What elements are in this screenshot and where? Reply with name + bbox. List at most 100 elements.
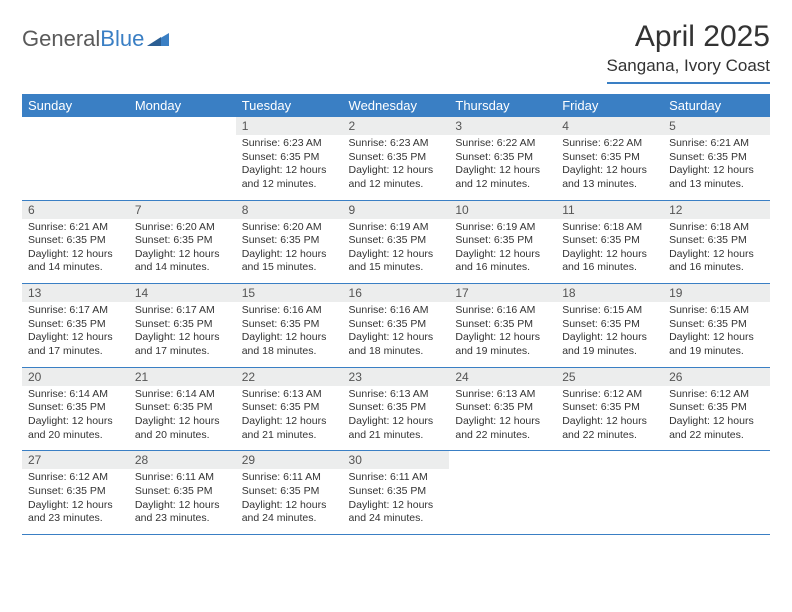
sunset-text: Sunset: 6:35 PM [135,318,230,332]
calendar-week: ..........1Sunrise: 6:23 AMSunset: 6:35 … [22,117,770,200]
day-number: 27 [22,451,129,469]
calendar-cell: 13Sunrise: 6:17 AMSunset: 6:35 PMDayligh… [22,284,129,368]
calendar-cell: 16Sunrise: 6:16 AMSunset: 6:35 PMDayligh… [343,284,450,368]
sunrise-text: Sunrise: 6:13 AM [455,388,550,402]
day-details: Sunrise: 6:13 AMSunset: 6:35 PMDaylight:… [449,386,556,451]
day-number: 20 [22,368,129,386]
day-number: 8 [236,201,343,219]
sunrise-text: Sunrise: 6:12 AM [669,388,764,402]
sunset-text: Sunset: 6:35 PM [349,401,444,415]
brand-triangle-icon [147,26,169,52]
sunrise-text: Sunrise: 6:14 AM [135,388,230,402]
sunrise-text: Sunrise: 6:11 AM [242,471,337,485]
day-number: 16 [343,284,450,302]
daylight-text: Daylight: 12 hours and 23 minutes. [135,499,230,526]
weekday-header: Thursday [449,94,556,117]
brand-part1: General [22,26,100,52]
weekday-row: SundayMondayTuesdayWednesdayThursdayFrid… [22,94,770,117]
calendar-week: 20Sunrise: 6:14 AMSunset: 6:35 PMDayligh… [22,367,770,451]
calendar-cell: 26Sunrise: 6:12 AMSunset: 6:35 PMDayligh… [663,367,770,451]
day-details: Sunrise: 6:11 AMSunset: 6:35 PMDaylight:… [236,469,343,534]
calendar-cell: ..... [663,451,770,535]
daylight-text: Daylight: 12 hours and 18 minutes. [242,331,337,358]
sunset-text: Sunset: 6:35 PM [455,234,550,248]
day-details: Sunrise: 6:21 AMSunset: 6:35 PMDaylight:… [663,135,770,200]
sunrise-text: Sunrise: 6:11 AM [135,471,230,485]
calendar-cell: 12Sunrise: 6:18 AMSunset: 6:35 PMDayligh… [663,200,770,284]
calendar-cell: 1Sunrise: 6:23 AMSunset: 6:35 PMDaylight… [236,117,343,200]
day-number: 30 [343,451,450,469]
sunset-text: Sunset: 6:35 PM [349,485,444,499]
sunrise-text: Sunrise: 6:21 AM [28,221,123,235]
daylight-text: Daylight: 12 hours and 18 minutes. [349,331,444,358]
sunset-text: Sunset: 6:35 PM [28,318,123,332]
title-underline [607,82,770,84]
day-number: 1 [236,117,343,135]
sunrise-text: Sunrise: 6:15 AM [562,304,657,318]
day-details: Sunrise: 6:14 AMSunset: 6:35 PMDaylight:… [129,386,236,451]
calendar-cell: 30Sunrise: 6:11 AMSunset: 6:35 PMDayligh… [343,451,450,535]
day-details: Sunrise: 6:11 AMSunset: 6:35 PMDaylight:… [129,469,236,534]
calendar-cell: 25Sunrise: 6:12 AMSunset: 6:35 PMDayligh… [556,367,663,451]
brand-part2: Blue [100,26,144,52]
weekday-header: Wednesday [343,94,450,117]
sunset-text: Sunset: 6:35 PM [349,151,444,165]
sunset-text: Sunset: 6:35 PM [562,401,657,415]
calendar-cell: 2Sunrise: 6:23 AMSunset: 6:35 PMDaylight… [343,117,450,200]
calendar-head: SundayMondayTuesdayWednesdayThursdayFrid… [22,94,770,117]
day-details: Sunrise: 6:15 AMSunset: 6:35 PMDaylight:… [663,302,770,367]
sunset-text: Sunset: 6:35 PM [242,485,337,499]
sunset-text: Sunset: 6:35 PM [562,234,657,248]
day-details: Sunrise: 6:19 AMSunset: 6:35 PMDaylight:… [449,219,556,284]
title-block: April 2025 Sangana, Ivory Coast [607,20,770,84]
sunset-text: Sunset: 6:35 PM [669,151,764,165]
sunrise-text: Sunrise: 6:22 AM [455,137,550,151]
daylight-text: Daylight: 12 hours and 23 minutes. [28,499,123,526]
daylight-text: Daylight: 12 hours and 13 minutes. [669,164,764,191]
sunset-text: Sunset: 6:35 PM [349,234,444,248]
weekday-header: Monday [129,94,236,117]
sunrise-text: Sunrise: 6:19 AM [349,221,444,235]
daylight-text: Daylight: 12 hours and 21 minutes. [349,415,444,442]
day-number: 7 [129,201,236,219]
weekday-header: Friday [556,94,663,117]
day-number: 4 [556,117,663,135]
sunset-text: Sunset: 6:35 PM [28,401,123,415]
day-details: Sunrise: 6:23 AMSunset: 6:35 PMDaylight:… [343,135,450,200]
calendar-cell: 11Sunrise: 6:18 AMSunset: 6:35 PMDayligh… [556,200,663,284]
sunset-text: Sunset: 6:35 PM [562,151,657,165]
day-number: 13 [22,284,129,302]
day-details: Sunrise: 6:21 AMSunset: 6:35 PMDaylight:… [22,219,129,284]
sunrise-text: Sunrise: 6:17 AM [135,304,230,318]
calendar-week: 13Sunrise: 6:17 AMSunset: 6:35 PMDayligh… [22,284,770,368]
sunrise-text: Sunrise: 6:16 AM [242,304,337,318]
sunset-text: Sunset: 6:35 PM [669,234,764,248]
sunset-text: Sunset: 6:35 PM [669,318,764,332]
calendar-cell: 14Sunrise: 6:17 AMSunset: 6:35 PMDayligh… [129,284,236,368]
page-title: April 2025 [607,20,770,54]
day-number: 24 [449,368,556,386]
day-details: Sunrise: 6:12 AMSunset: 6:35 PMDaylight:… [556,386,663,451]
daylight-text: Daylight: 12 hours and 12 minutes. [455,164,550,191]
day-number: 19 [663,284,770,302]
daylight-text: Daylight: 12 hours and 19 minutes. [562,331,657,358]
daylight-text: Daylight: 12 hours and 17 minutes. [28,331,123,358]
calendar-cell: 10Sunrise: 6:19 AMSunset: 6:35 PMDayligh… [449,200,556,284]
calendar-cell: 17Sunrise: 6:16 AMSunset: 6:35 PMDayligh… [449,284,556,368]
daylight-text: Daylight: 12 hours and 16 minutes. [669,248,764,275]
calendar-table: SundayMondayTuesdayWednesdayThursdayFrid… [22,94,770,535]
calendar-cell: 29Sunrise: 6:11 AMSunset: 6:35 PMDayligh… [236,451,343,535]
calendar-week: 6Sunrise: 6:21 AMSunset: 6:35 PMDaylight… [22,200,770,284]
day-number: 10 [449,201,556,219]
day-number: 29 [236,451,343,469]
day-number: 15 [236,284,343,302]
sunrise-text: Sunrise: 6:19 AM [455,221,550,235]
sunrise-text: Sunrise: 6:20 AM [242,221,337,235]
daylight-text: Daylight: 12 hours and 19 minutes. [669,331,764,358]
daylight-text: Daylight: 12 hours and 22 minutes. [562,415,657,442]
calendar-cell: 22Sunrise: 6:13 AMSunset: 6:35 PMDayligh… [236,367,343,451]
sunset-text: Sunset: 6:35 PM [242,318,337,332]
calendar-cell: 15 Sunrise: 6:16 AMSunset: 6:35 PMDayligh… [236,284,343,368]
daylight-text: Daylight: 12 hours and 15 minutes. [349,248,444,275]
sunrise-text: Sunrise: 6:21 AM [669,137,764,151]
